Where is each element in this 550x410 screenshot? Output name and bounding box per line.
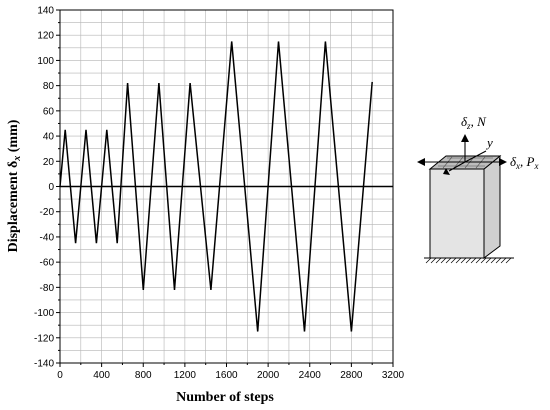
y-axis-title-main: Displacement δ <box>6 161 21 253</box>
y-tick-label: 20 <box>43 157 55 168</box>
data-series <box>59 41 373 332</box>
specimen-diagram: δz, N y δx, Px <box>417 114 539 264</box>
dx-label: δx, Px <box>510 154 539 171</box>
y-tick-label: 80 <box>43 81 55 92</box>
x-tick-label: 2800 <box>340 370 363 381</box>
y-tick-label: -20 <box>40 207 55 218</box>
y-tick-label: 60 <box>43 106 55 117</box>
x-tick-label: 0 <box>57 370 63 381</box>
block-side-face <box>483 154 501 259</box>
ground-hatch <box>425 257 512 264</box>
y-tick-label: 0 <box>48 182 54 193</box>
x-tick-label: 1600 <box>215 370 238 381</box>
y-tick-label: -80 <box>40 283 55 294</box>
y-direction-label: y <box>485 135 493 150</box>
axes <box>56 9 394 367</box>
x-tick-label: 3200 <box>382 370 405 381</box>
displacement-series-line <box>59 41 373 332</box>
x-tick-label: 800 <box>135 370 152 381</box>
y-tick-label: 120 <box>37 31 54 42</box>
y-tick-label: 140 <box>37 6 54 17</box>
load-arrows <box>417 134 507 175</box>
y-tick-label: -40 <box>40 232 55 243</box>
x-axis-title: Number of steps <box>176 390 274 405</box>
dz-label: δz, N <box>461 114 487 131</box>
x-tick-label: 400 <box>93 370 110 381</box>
tick-labels: 0 400 800 1200 1600 2000 2400 2800 3200-140-120-… <box>34 6 405 382</box>
y-tick-label: -60 <box>40 258 55 269</box>
x-tick-label: 1200 <box>174 370 197 381</box>
x-tick-label: 2000 <box>257 370 280 381</box>
y-tick-label: -140 <box>34 359 54 370</box>
x-tick-label: 2400 <box>299 370 322 381</box>
y-axis-title-unit: (mm) <box>6 119 21 155</box>
y-axis-title-sub: x <box>12 156 23 162</box>
y-axis-title: Displacement δx (mm) <box>6 119 23 252</box>
block-front-face <box>429 168 485 259</box>
y-tick-label: 100 <box>37 56 54 67</box>
y-tick-label: -100 <box>34 308 54 319</box>
y-tick-label: 40 <box>43 132 55 143</box>
y-tick-label: -120 <box>34 333 54 344</box>
